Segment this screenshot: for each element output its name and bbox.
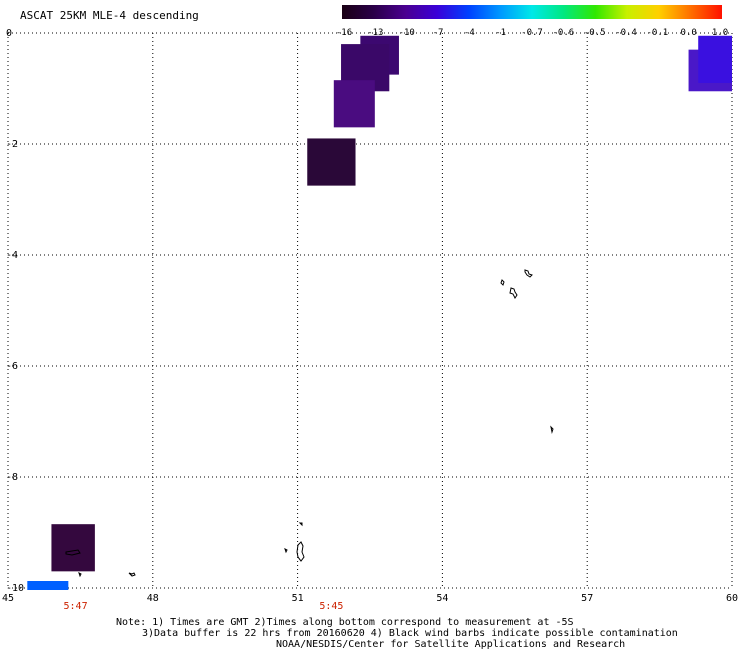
colorbar-label: -7 bbox=[433, 28, 444, 38]
colorbar-label: -13 bbox=[367, 28, 383, 38]
colorbar-label: -0.4 bbox=[615, 28, 637, 38]
map-title: ASCAT 25KM MLE-4 descending bbox=[20, 9, 199, 22]
note-line-1: Note: 1) Times are GMT 2)Times along bot… bbox=[116, 617, 574, 628]
x-tick-label: 45 bbox=[2, 593, 14, 604]
colorbar bbox=[342, 5, 722, 19]
x-tick-label: 48 bbox=[147, 593, 159, 604]
time-label: 5:45 bbox=[319, 601, 343, 612]
map-grid bbox=[7, 32, 733, 589]
island-outline bbox=[65, 549, 81, 556]
axis-labels: 45 48 51 54 57 60 0 -2 -4 -6 -8 -10 bbox=[2, 28, 738, 604]
blue-bar bbox=[27, 581, 69, 590]
island-outline bbox=[509, 287, 518, 299]
data-box bbox=[307, 138, 356, 186]
x-tick-label: 51 bbox=[292, 593, 304, 604]
colorbar-label: -10 bbox=[399, 28, 415, 38]
data-box bbox=[698, 35, 732, 83]
time-labels: 5:47 5:45 bbox=[64, 601, 344, 612]
x-tick-label: 57 bbox=[581, 593, 593, 604]
data-box bbox=[51, 524, 95, 572]
island-outline bbox=[298, 522, 303, 527]
y-tick-label: -6 bbox=[6, 361, 18, 372]
island-outline bbox=[550, 425, 554, 434]
colorbar-label: -0.6 bbox=[552, 28, 574, 38]
y-tick-label: -8 bbox=[6, 472, 18, 483]
island-outline bbox=[524, 269, 533, 278]
y-tick-label: -4 bbox=[6, 250, 18, 261]
y-tick-label: 0 bbox=[6, 28, 12, 39]
island-outline bbox=[500, 279, 505, 286]
y-tick-label: -10 bbox=[6, 583, 24, 594]
island-outline bbox=[78, 572, 82, 578]
colorbar-label: -4 bbox=[464, 28, 475, 38]
island-outline bbox=[296, 541, 305, 562]
y-tick-label: -2 bbox=[6, 139, 18, 150]
data-box bbox=[333, 80, 375, 128]
colorbar-label: -0.1 bbox=[646, 28, 668, 38]
time-label: 5:47 bbox=[64, 601, 88, 612]
coastlines bbox=[65, 269, 554, 578]
colorbar-label: -0.5 bbox=[584, 28, 606, 38]
island-outline bbox=[128, 572, 136, 577]
note-line-2: 3)Data buffer is 22 hrs from 20160620 4)… bbox=[142, 628, 678, 639]
x-tick-label: 60 bbox=[726, 593, 738, 604]
x-tick-label: 54 bbox=[436, 593, 448, 604]
colorbar-fill bbox=[342, 5, 722, 19]
note-line-3: NOAA/NESDIS/Center for Satellite Applica… bbox=[276, 639, 626, 650]
data-boxes bbox=[27, 35, 732, 590]
island-outline bbox=[284, 548, 288, 554]
